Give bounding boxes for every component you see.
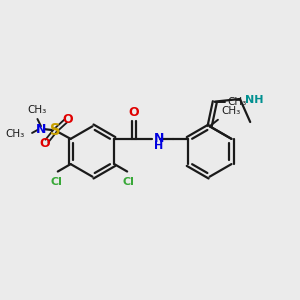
Text: O: O: [128, 106, 139, 119]
Text: CH₃: CH₃: [28, 105, 47, 115]
Text: Cl: Cl: [50, 177, 62, 187]
Text: O: O: [63, 113, 73, 126]
Text: CH₃: CH₃: [227, 97, 247, 106]
Text: S: S: [50, 123, 61, 138]
Text: H: H: [154, 141, 163, 151]
Text: Cl: Cl: [123, 177, 135, 187]
Text: CH₃: CH₃: [221, 106, 240, 116]
Text: N: N: [36, 123, 46, 136]
Text: NH: NH: [245, 95, 264, 106]
Text: N: N: [154, 132, 164, 145]
Text: CH₃: CH₃: [6, 129, 25, 140]
Text: O: O: [39, 137, 50, 150]
